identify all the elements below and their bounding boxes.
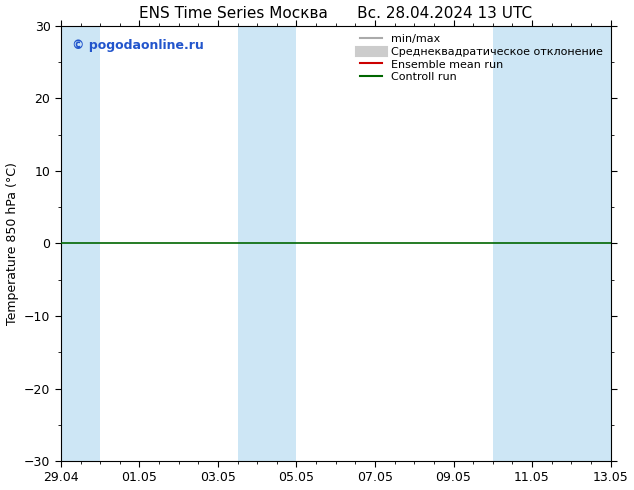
Y-axis label: Temperature 850 hPa (°C): Temperature 850 hPa (°C): [6, 162, 18, 325]
Bar: [61, 26, 100, 461]
Legend: min/max, Среднеквадратическое отклонение, Ensemble mean run, Controll run: min/max, Среднеквадратическое отклонение…: [358, 31, 605, 85]
Bar: [238, 26, 297, 461]
Text: © pogodaonline.ru: © pogodaonline.ru: [72, 39, 204, 52]
Title: ENS Time Series Москва      Вс. 28.04.2024 13 UTC: ENS Time Series Москва Вс. 28.04.2024 13…: [139, 5, 533, 21]
Bar: [493, 26, 611, 461]
